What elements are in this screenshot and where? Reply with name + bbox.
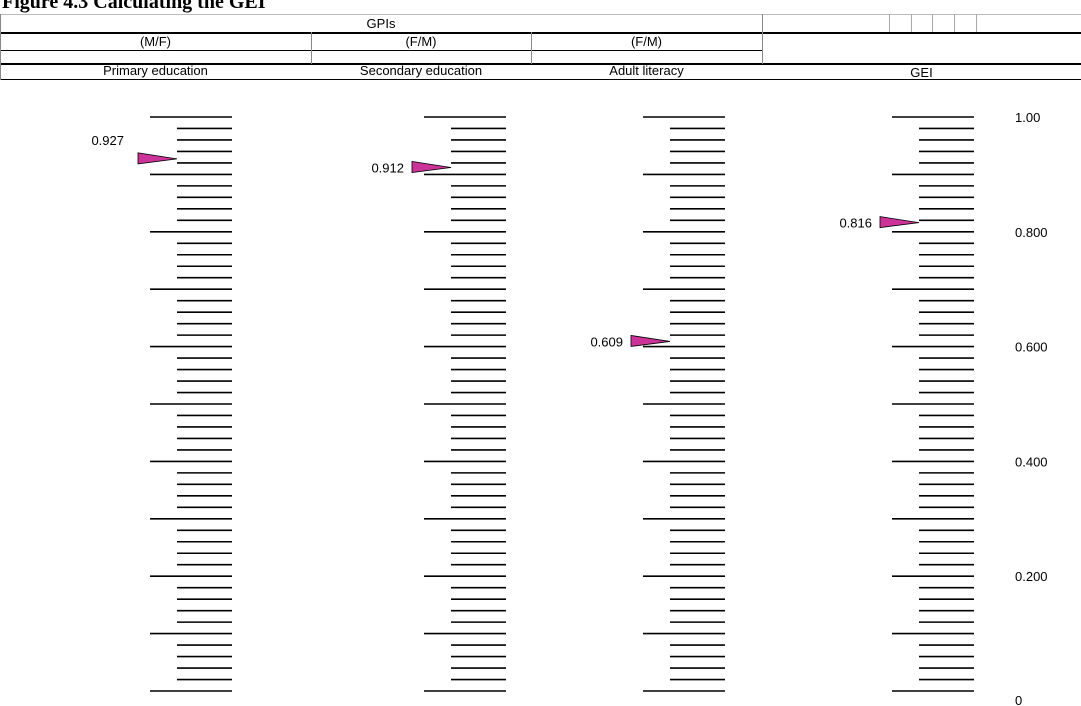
column-adult-literacy: Adult literacy	[609, 63, 684, 78]
header-separator	[0, 14, 1, 80]
value-label: 0.927	[91, 133, 124, 148]
ratio-literacy: (F/M)	[630, 34, 663, 49]
value-label: 0.912	[371, 161, 404, 176]
ratio-primary: (M/F)	[139, 34, 172, 49]
figure-title: Figure 4.3 Calculating the GEI	[2, 0, 266, 13]
header-separator	[911, 14, 912, 32]
axis-tick-label: 0.400	[1015, 454, 1048, 469]
header-rule-2	[0, 50, 762, 51]
value-pointer-marker	[411, 161, 452, 173]
column-primary-education: Primary education	[103, 63, 208, 78]
header-separator	[762, 14, 763, 64]
header-separator	[311, 32, 312, 64]
ratio-secondary: (F/M)	[405, 34, 437, 49]
header-separator	[976, 14, 977, 32]
header-top-rule	[0, 14, 1081, 15]
header-separator	[932, 14, 933, 32]
column-gei: GEI	[910, 65, 933, 80]
header-separator	[531, 32, 532, 64]
axis-tick-label: 1.00	[1015, 110, 1040, 125]
axis-tick-label: 0.800	[1015, 225, 1048, 240]
axis-tick-label: 0.200	[1015, 569, 1048, 584]
column-secondary-education: Secondary education	[359, 63, 483, 78]
value-pointer-marker	[630, 334, 671, 347]
axis-tick-label: 0.600	[1015, 340, 1048, 355]
value-label: 0.816	[839, 216, 872, 231]
header-separator	[889, 14, 890, 32]
value-pointer-marker	[137, 152, 178, 165]
header-rule-1	[0, 32, 1081, 34]
value-label: 0.609	[590, 334, 623, 349]
header-separator	[954, 14, 955, 32]
value-pointer-marker	[879, 216, 920, 229]
header-rule-4	[0, 79, 1081, 80]
axis-tick-label: 0	[1015, 693, 1022, 706]
header-rule-3	[0, 63, 1081, 65]
gpis-group-label: GPIs	[366, 16, 396, 31]
